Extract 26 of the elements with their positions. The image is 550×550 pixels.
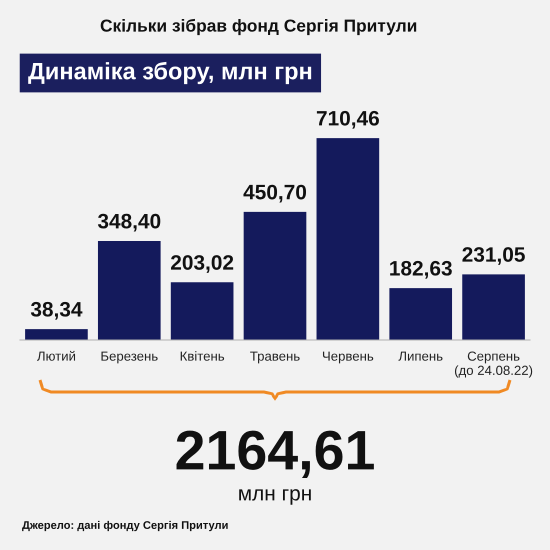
chart-subtitle: Скільки зібрав фонд Сергія Притули bbox=[100, 18, 416, 36]
x-tick-label: Березень bbox=[101, 352, 158, 364]
data-label: 182,63 bbox=[390, 260, 452, 279]
x-tick-label: Лютий bbox=[37, 350, 76, 361]
x-tick-label: Квітень bbox=[180, 351, 224, 361]
bar bbox=[98, 240, 161, 340]
bar bbox=[389, 288, 452, 340]
bar bbox=[244, 212, 306, 340]
data-label: 38,34 bbox=[30, 302, 82, 320]
bar bbox=[316, 138, 380, 340]
data-label: 710,46 bbox=[316, 110, 379, 129]
text: 2164,61 bbox=[176, 430, 374, 478]
text: Джерело: дані фонду Сергія Притули bbox=[22, 520, 228, 532]
x-tick-label: Серпень (до 24.08.22) bbox=[454, 351, 532, 378]
bar bbox=[25, 329, 88, 340]
chart-title: Динаміка збору, млн грн bbox=[28, 62, 312, 84]
bar bbox=[462, 274, 525, 340]
data-label: 450,70 bbox=[243, 184, 306, 202]
data-label: 348,40 bbox=[98, 214, 160, 232]
data-label: 203,02 bbox=[171, 255, 234, 273]
text: млн грн bbox=[239, 489, 311, 505]
x-tick-label: Липень bbox=[398, 352, 443, 361]
bar bbox=[170, 282, 234, 340]
x-tick-label: Червень bbox=[322, 352, 374, 364]
x-tick-label: Травень bbox=[250, 352, 300, 364]
data-label: 231,05 bbox=[462, 247, 525, 265]
